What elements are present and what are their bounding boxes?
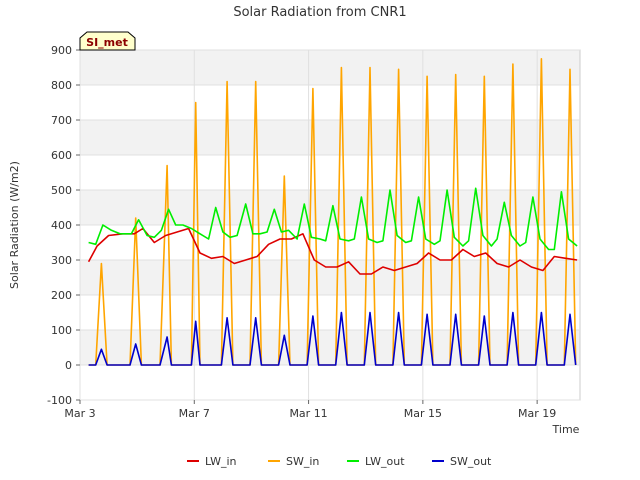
- plot-band: [80, 330, 580, 365]
- y-tick-label: 300: [51, 254, 72, 267]
- badge-label: SI_met: [86, 36, 128, 49]
- y-tick-label: 400: [51, 219, 72, 232]
- x-tick-label: Mar 7: [179, 407, 210, 420]
- plot-band: [80, 295, 580, 330]
- site-badge: SI_met: [79, 31, 136, 51]
- plot-band: [80, 120, 580, 155]
- y-tick-label: 700: [51, 114, 72, 127]
- series-line-lw-out: [88, 187, 578, 251]
- y-axis-title: Solar Radiation (W/m2): [8, 161, 21, 289]
- x-axis-ticks: Mar 3 Mar 7 Mar 11 Mar 15 Mar 19: [64, 400, 556, 420]
- plot-band: [80, 365, 580, 400]
- series-line-lw-in: [87, 227, 578, 275]
- y-tick-label: 600: [51, 149, 72, 162]
- legend-label: LW_in: [205, 455, 237, 468]
- series-line-sw-out: [88, 311, 577, 366]
- y-tick-label: 800: [51, 79, 72, 92]
- x-tick-label: Mar 3: [64, 407, 95, 420]
- legend-label: SW_out: [450, 455, 492, 468]
- y-tick-label: 0: [65, 359, 72, 372]
- series-layer: [87, 57, 578, 366]
- legend-label: LW_out: [365, 455, 405, 468]
- legend-label: SW_in: [286, 455, 319, 468]
- plot-band: [80, 85, 580, 120]
- chart-title: Solar Radiation from CNR1: [233, 5, 406, 20]
- plot-band: [80, 50, 580, 85]
- legend: LW_in SW_in LW_out SW_out: [187, 455, 492, 468]
- x-tick-label: Mar 11: [289, 407, 327, 420]
- y-tick-label: 900: [51, 44, 72, 57]
- x-tick-label: Mar 15: [404, 407, 442, 420]
- plot-band: [80, 155, 580, 190]
- y-tick-label: 100: [51, 324, 72, 337]
- y-tick-label: -100: [47, 394, 72, 407]
- x-tick-label: Mar 19: [518, 407, 556, 420]
- y-axis-ticks: -100 0 100 200 300 400 500 600 700 800 900: [47, 44, 80, 407]
- plot-background: [79, 49, 581, 401]
- y-tick-label: 500: [51, 184, 72, 197]
- x-axis-title: Time: [552, 423, 580, 436]
- y-tick-label: 200: [51, 289, 72, 302]
